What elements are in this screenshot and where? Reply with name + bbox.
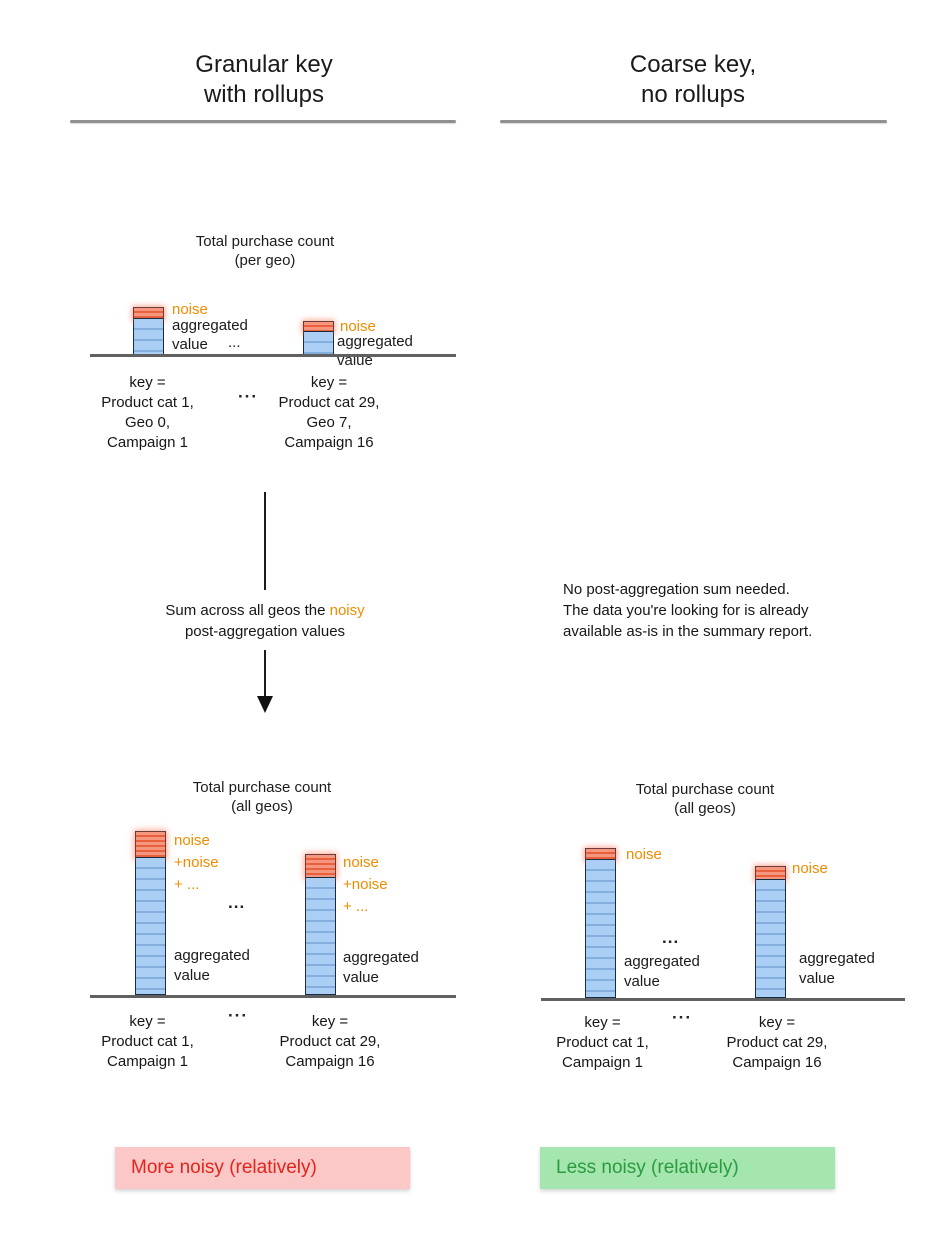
noise-label: noise [172,301,208,318]
keys-ellipsis: ··· [672,1008,692,1027]
noise-label: noise [626,846,662,863]
axis-baseline [541,998,905,1001]
value-segment [136,858,165,994]
axis-baseline [90,354,456,357]
column-header-granular: Granular key with rollups [195,51,333,108]
axis-baseline [90,995,456,998]
noise-segment [306,855,335,878]
bar-granular-bottom-1 [135,831,166,995]
column-header-coarse: Coarse key, no rollups [629,51,757,108]
noise-segment [134,308,163,319]
value-segment [586,860,615,997]
arrow-caption-line1: Sum across all geos the noisy [165,602,365,619]
arrow-caption-line2: post-aggregation values [184,623,346,640]
more-noisy-badge: More noisy (relatively) [115,1147,410,1189]
value-segment [306,878,335,994]
keys-ellipsis: ··· [228,1006,248,1025]
value-segment [134,319,163,354]
key-label: key = Product cat 1, Geo 0, Campaign 1 [101,374,194,451]
header-underline-right [500,120,887,123]
key-label: key = Product cat 1, Campaign 1 [556,1014,649,1071]
ellipsis: ... [228,334,241,351]
bar-coarse-bottom-2 [755,866,786,998]
noise-segment [586,849,615,860]
key-label: key = Product cat 1, Campaign 1 [101,1013,194,1070]
noise-segment [136,832,165,858]
less-noisy-badge: Less noisy (relatively) [540,1147,835,1189]
value-segment [756,880,785,997]
bar-coarse-bottom-1 [585,848,616,998]
bar-granular-top-2 [303,321,334,355]
arrow-caption: Sum across all geos the noisy post-aggre… [110,600,420,642]
aggregated-value-label: aggregated value [174,947,250,984]
noise-label: noise [792,860,828,877]
key-label: key = Product cat 29, Campaign 16 [726,1014,828,1071]
noise-segment [756,867,785,880]
aggregated-value-label: aggregated value [799,950,875,987]
aggregated-value-label: aggregated value [343,949,419,986]
aggregated-value-label: aggregated value [624,953,700,990]
key-label: key = Product cat 29, Geo 7, Campaign 16 [278,374,380,451]
value-segment [304,332,333,354]
aggregated-value-label: aggregated value [172,317,248,353]
noisy-highlight: noisy [329,602,365,619]
arrow-head-icon [257,696,273,713]
arrow-shaft-bottom [264,650,266,697]
ellipsis: ... [398,344,411,361]
noise-label: noise +noise + ... [343,854,388,915]
header-underline-left [70,120,456,123]
coarse-note: No post-aggregation sum needed. The data… [563,581,813,640]
keys-ellipsis: ··· [238,387,258,406]
bar-granular-bottom-2 [305,854,336,995]
noise-label: noise +noise + ... [174,832,219,893]
mid-ellipsis: ... [228,893,246,912]
arrow-shaft-top [264,492,266,590]
key-label: key = Product cat 29, Campaign 16 [279,1013,381,1070]
coarse-bottom-chart-title: Total purchase count (all geos) [635,781,775,817]
noise-label: noise [340,318,376,335]
bar-granular-top-1 [133,307,164,355]
noise-segment [304,322,333,332]
mid-ellipsis: ... [662,928,680,947]
granular-top-chart-title: Total purchase count (per geo) [195,233,335,269]
granular-bottom-chart-title: Total purchase count (all geos) [192,779,332,815]
